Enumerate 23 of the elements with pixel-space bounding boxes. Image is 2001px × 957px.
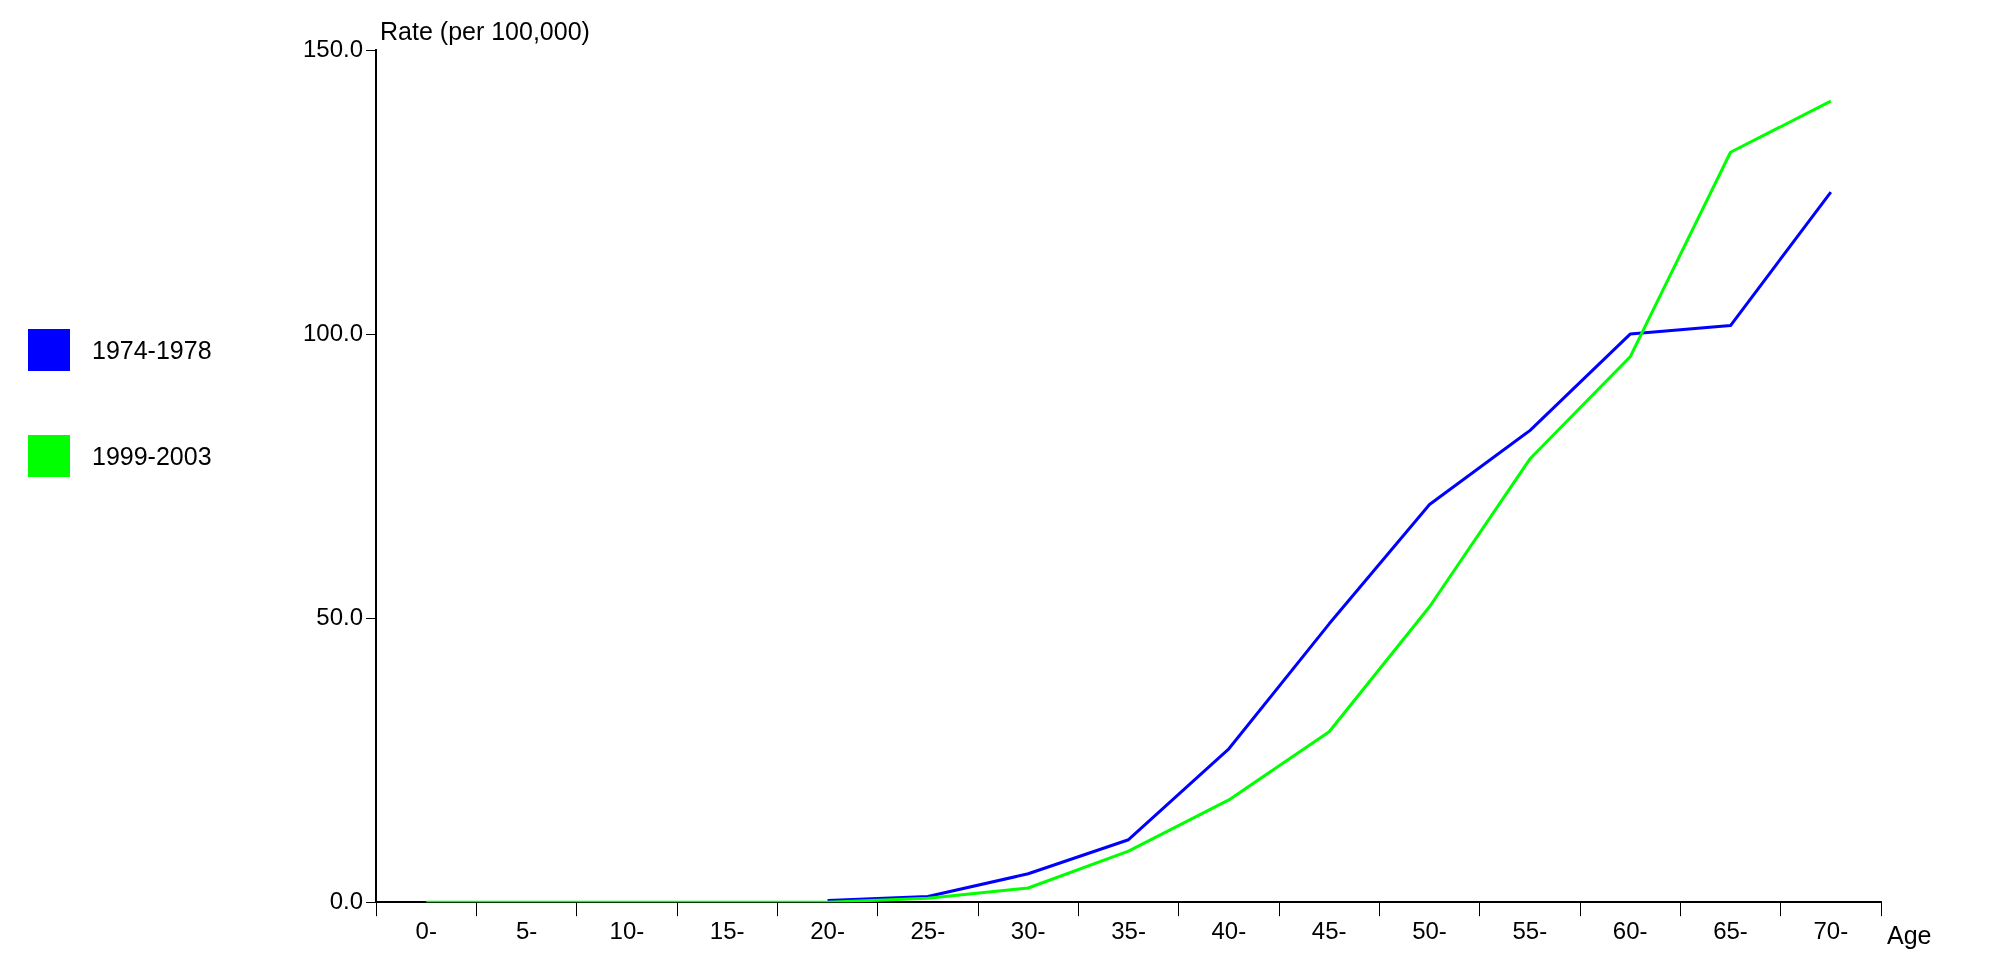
x-tick-label: 0- [415, 917, 437, 945]
x-tick-label: 55- [1512, 917, 1548, 945]
x-tick-label: 60- [1612, 917, 1648, 945]
y-tick-label: 100.0 [303, 318, 364, 346]
x-tick-label: 15- [709, 917, 745, 945]
x-tick-label: 50- [1412, 917, 1447, 945]
x-tick-label: 5- [515, 917, 538, 945]
y-tick-label: 50.0 [316, 602, 364, 630]
x-tick-label: 40- [1211, 917, 1247, 945]
x-tick-label: 25- [910, 917, 946, 945]
y-tick-label: 150.0 [303, 34, 364, 62]
x-tick-label: 45- [1311, 917, 1347, 945]
x-tick-label: 65- [1713, 917, 1748, 945]
x-axis-title: Age [1887, 920, 1932, 949]
x-tick-label: 20- [810, 917, 845, 945]
legend-label: 1999-2003 [92, 441, 212, 471]
y-tick-label: 0.0 [329, 886, 364, 914]
x-tick-label: 70- [1813, 917, 1849, 945]
x-tick-label: 35- [1111, 917, 1146, 945]
y-axis-title: Rate (per 100,000) [380, 17, 590, 46]
x-tick-label: 10- [609, 917, 645, 945]
x-tick-label: 30- [1010, 917, 1046, 945]
legend-label: 1974-1978 [92, 335, 212, 365]
